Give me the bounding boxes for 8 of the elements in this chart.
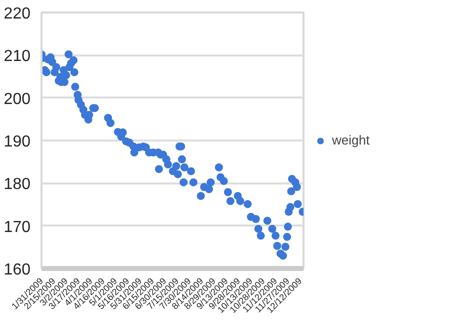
y-tick-label: 210 (4, 48, 31, 66)
y-tick-label: 160 (4, 262, 31, 278)
y-tick-label: 190 (4, 134, 31, 150)
y-tick-label: 200 (4, 90, 31, 108)
y-tick-label: 170 (4, 218, 31, 236)
y-tick-label: 220 (4, 6, 31, 22)
y-tick-label: 180 (4, 176, 31, 194)
legend-label: weight (332, 132, 370, 148)
